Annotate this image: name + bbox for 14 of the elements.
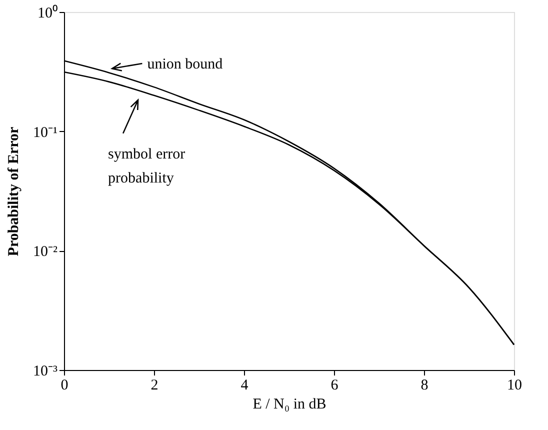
x-tick-label: 0	[60, 378, 68, 394]
y-tick-label: 10⁻¹	[33, 124, 58, 141]
y-tick-label: 10⁻³	[33, 364, 58, 380]
x-tick-label: 4	[240, 378, 249, 394]
annotation: union bound	[147, 56, 224, 72]
y-tick-label: 10⁻²	[33, 244, 58, 260]
x-tick-label: 8	[420, 378, 428, 394]
y-axis-title: Probability of Error	[6, 126, 22, 256]
y-tick-label: 10⁰	[38, 4, 58, 22]
x-tick-label: 6	[330, 378, 339, 394]
x-tick-label: 2	[150, 378, 158, 394]
annotation: symbol error probability	[108, 146, 186, 186]
x-axis-title: E / N₀ in dB	[252, 396, 326, 412]
x-tick-label: 10	[507, 378, 522, 394]
